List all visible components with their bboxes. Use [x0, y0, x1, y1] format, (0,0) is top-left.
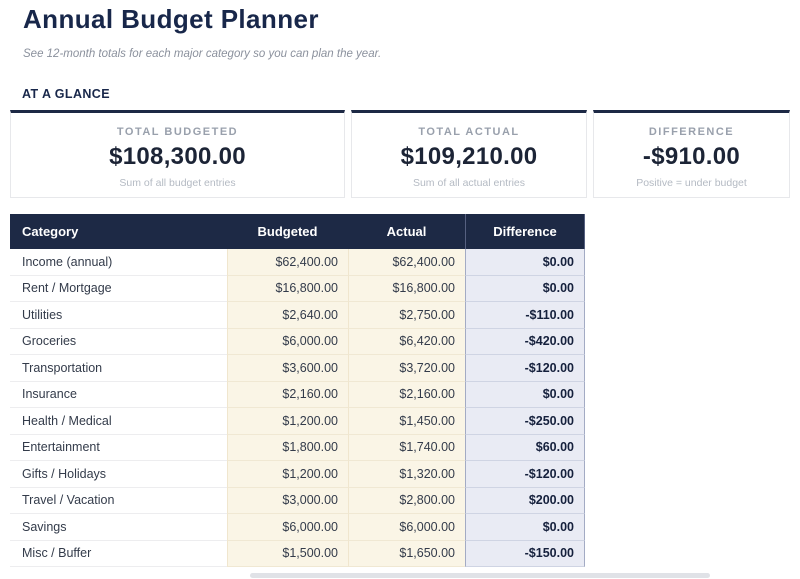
- cell-actual: $2,160.00: [348, 381, 465, 408]
- table-row: Income (annual) $62,400.00 $62,400.00 $0.00: [10, 249, 585, 276]
- cell-actual: $1,450.00: [348, 408, 465, 435]
- table-row: Travel / Vacation $3,000.00 $2,800.00 $200.…: [10, 487, 585, 514]
- table-header-row: Category Budgeted Actual Difference: [10, 214, 585, 249]
- card-label: TOTAL BUDGETED: [116, 126, 239, 138]
- cell-difference: $0.00: [465, 275, 585, 302]
- table-row: Rent / Mortgage $16,800.00 $16,800.00 $0.00: [10, 275, 585, 302]
- card-caption: Positive = under budget: [636, 177, 747, 189]
- cell-budgeted: $2,160.00: [227, 381, 348, 408]
- card-caption: Sum of all budget entries: [119, 177, 236, 189]
- cell-actual: $62,400.00: [348, 249, 465, 276]
- cell-budgeted: $1,800.00: [227, 434, 348, 461]
- cell-budgeted: $2,640.00: [227, 302, 348, 329]
- summary-cards: TOTAL BUDGETED $108,300.00 Sum of all bu…: [10, 110, 790, 198]
- cell-difference: -$110.00: [465, 302, 585, 329]
- cell-category: Transportation: [10, 355, 227, 382]
- cell-category: Groceries: [10, 328, 227, 355]
- card-value: -$910.00: [642, 143, 741, 170]
- cell-category: Entertainment: [10, 434, 227, 461]
- cell-actual: $3,720.00: [348, 355, 465, 382]
- table-row: Savings $6,000.00 $6,000.00 $0.00: [10, 514, 585, 541]
- cell-category: Misc / Buffer: [10, 540, 227, 567]
- cell-category: Income (annual): [10, 249, 227, 276]
- cell-category: Gifts / Holidays: [10, 461, 227, 488]
- cell-difference: $0.00: [465, 381, 585, 408]
- table-body: Income (annual) $62,400.00 $62,400.00 $0.00…: [10, 249, 585, 567]
- cell-difference: $200.00: [465, 487, 585, 514]
- cell-difference: $60.00: [465, 434, 585, 461]
- cell-actual: $1,650.00: [348, 540, 465, 567]
- at-a-glance-heading: AT A GLANCE: [22, 87, 110, 101]
- cell-category: Rent / Mortgage: [10, 275, 227, 302]
- page-title: Annual Budget Planner: [23, 4, 319, 34]
- cell-difference: $0.00: [465, 249, 585, 276]
- card-total-budgeted: TOTAL BUDGETED $108,300.00 Sum of all bu…: [10, 110, 345, 198]
- card-label: DIFFERENCE: [648, 126, 735, 138]
- cell-budgeted: $3,600.00: [227, 355, 348, 382]
- card-difference: DIFFERENCE -$910.00 Positive = under bud…: [593, 110, 790, 198]
- cell-difference: $0.00: [465, 514, 585, 541]
- cell-budgeted: $1,200.00: [227, 461, 348, 488]
- table-row: Transportation $3,600.00 $3,720.00 -$120.00: [10, 355, 585, 382]
- cell-difference: -$120.00: [465, 461, 585, 488]
- table-row: Misc / Buffer $1,500.00 $1,650.00 -$150.00: [10, 540, 585, 567]
- column-header-category: Category: [22, 224, 79, 239]
- table-row: Insurance $2,160.00 $2,160.00 $0.00: [10, 381, 585, 408]
- page-subtitle: See 12-month totals for each major categ…: [23, 48, 382, 60]
- cell-actual: $6,000.00: [348, 514, 465, 541]
- cell-category: Utilities: [10, 302, 227, 329]
- cell-budgeted: $6,000.00: [227, 514, 348, 541]
- cell-budgeted: $16,800.00: [227, 275, 348, 302]
- cell-difference: -$120.00: [465, 355, 585, 382]
- card-caption: Sum of all actual entries: [412, 177, 526, 189]
- column-header-difference: Difference: [465, 214, 585, 249]
- table-row: Groceries $6,000.00 $6,420.00 -$420.00: [10, 328, 585, 355]
- cell-budgeted: $1,200.00: [227, 408, 348, 435]
- cell-actual: $1,320.00: [348, 461, 465, 488]
- column-header-budgeted: Budgeted: [257, 224, 318, 239]
- cell-category: Insurance: [10, 381, 227, 408]
- cell-budgeted: $3,000.00: [227, 487, 348, 514]
- cell-budgeted: $1,500.00: [227, 540, 348, 567]
- table-row: Entertainment $1,800.00 $1,740.00 $60.00: [10, 434, 585, 461]
- table-row: Utilities $2,640.00 $2,750.00 -$110.00: [10, 302, 585, 329]
- cell-actual: $16,800.00: [348, 275, 465, 302]
- cell-actual: $1,740.00: [348, 434, 465, 461]
- cell-category: Savings: [10, 514, 227, 541]
- card-value: $109,210.00: [400, 143, 538, 170]
- cell-difference: -$420.00: [465, 328, 585, 355]
- cell-actual: $2,750.00: [348, 302, 465, 329]
- card-total-actual: TOTAL ACTUAL $109,210.00 Sum of all actu…: [351, 110, 587, 198]
- cell-budgeted: $62,400.00: [227, 249, 348, 276]
- table-row: Health / Medical $1,200.00 $1,450.00 -$250.…: [10, 408, 585, 435]
- cell-difference: -$250.00: [465, 408, 585, 435]
- cell-category: Health / Medical: [10, 408, 227, 435]
- budget-table: Category Budgeted Actual Difference Inco…: [10, 214, 585, 567]
- horizontal-scrollbar-thumb[interactable]: [250, 573, 710, 578]
- table-row: Gifts / Holidays $1,200.00 $1,320.00 -$120.…: [10, 461, 585, 488]
- cell-category: Travel / Vacation: [10, 487, 227, 514]
- card-label: TOTAL ACTUAL: [418, 126, 520, 138]
- column-header-actual: Actual: [386, 224, 427, 239]
- cell-difference: -$150.00: [465, 540, 585, 567]
- cell-actual: $6,420.00: [348, 328, 465, 355]
- card-value: $108,300.00: [109, 143, 246, 170]
- cell-actual: $2,800.00: [348, 487, 465, 514]
- cell-budgeted: $6,000.00: [227, 328, 348, 355]
